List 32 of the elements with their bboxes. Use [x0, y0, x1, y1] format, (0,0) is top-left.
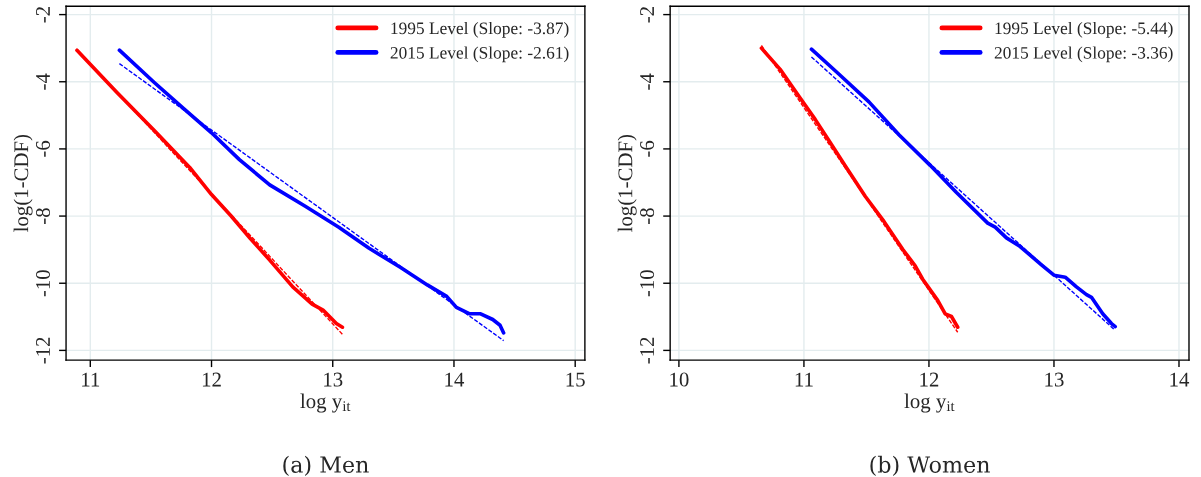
- y-tick-label: -2: [640, 7, 654, 23]
- y-tick-label: -2: [36, 7, 50, 23]
- y-tick-label: -10: [640, 270, 655, 297]
- y-tick-label: -8: [35, 208, 51, 224]
- x-axis-title: log y$_{it}$: [300, 393, 351, 413]
- x-tick-label: 13: [1045, 372, 1064, 387]
- x-tick-label: 15: [566, 372, 585, 387]
- y-tick-label: -6: [36, 140, 51, 157]
- x-tick-label: 12: [202, 372, 221, 387]
- y-tick-label: -6: [640, 140, 655, 157]
- x-tick-label: 11: [82, 372, 100, 387]
- x-tick-label: 10: [670, 372, 689, 387]
- legend-label: 1995 Level (Slope: -5.44): [995, 21, 1173, 38]
- y-tick-label: -4: [640, 73, 654, 90]
- y-tick-label: -12: [640, 337, 654, 364]
- y-tick-label: -12: [36, 337, 50, 364]
- y-tick-label: -8: [640, 208, 655, 224]
- x-tick-label: 12: [920, 372, 939, 387]
- legend-label: 1995 Level (Slope: -3.87): [391, 21, 569, 38]
- y-tick-label: -4: [36, 73, 50, 90]
- x-tick-label: 14: [445, 372, 465, 387]
- text: (b) Women: [870, 455, 990, 477]
- y-axis-title: log(1-CDF): [617, 134, 637, 232]
- x-tick-label: 13: [324, 372, 343, 387]
- x-tick-label: 14: [1170, 372, 1190, 387]
- y-tick-label: -10: [35, 270, 51, 297]
- legend-label: 2015 Level (Slope: -2.61): [390, 46, 569, 63]
- x-axis-title: log y$_{it}$: [904, 393, 955, 413]
- legend-label: 2015 Level (Slope: -3.36): [994, 46, 1173, 63]
- text: (a) Men: [283, 455, 369, 477]
- x-tick-label: 11: [795, 372, 813, 387]
- y-axis-title: log(1-CDF): [13, 134, 33, 232]
